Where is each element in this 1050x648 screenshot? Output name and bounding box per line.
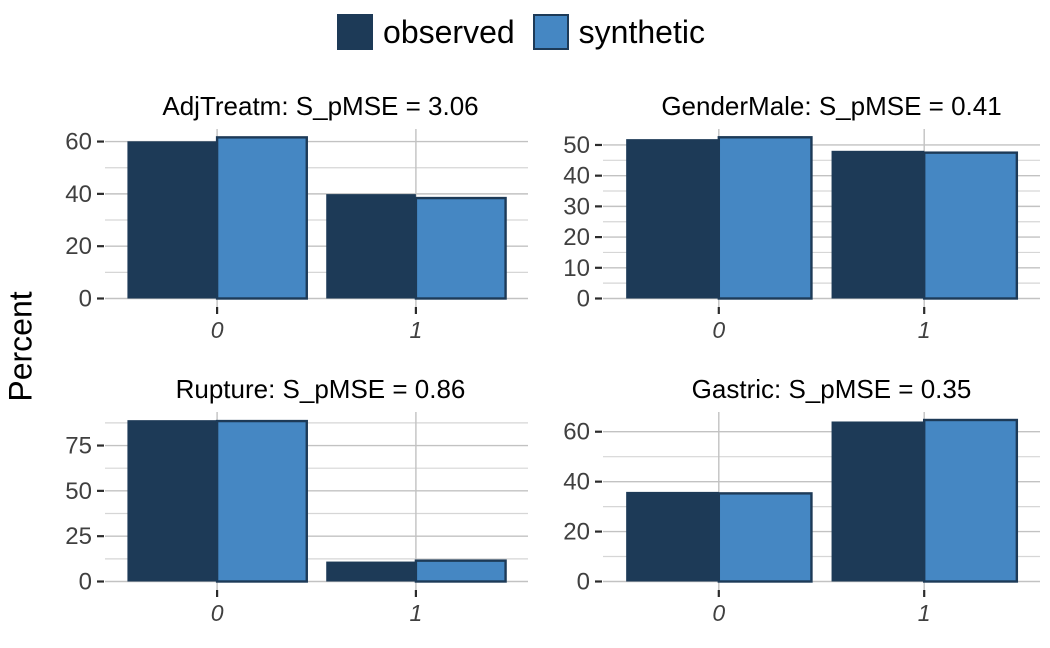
svg-text:75: 75 — [65, 433, 92, 460]
svg-text:1: 1 — [918, 317, 931, 343]
svg-text:40: 40 — [65, 181, 92, 208]
svg-text:1: 1 — [410, 600, 423, 626]
panel-grid: AdjTreatm: S_pMSE = 3.06 0 1 0 20 40 60 Gende… — [42, 52, 1050, 640]
panel-adjtreatm: AdjTreatm: S_pMSE = 3.06 0 1 0 20 40 60 — [42, 90, 532, 357]
y-axis-title: Percent — [0, 52, 42, 640]
panel-rupture: Rupture: S_pMSE = 0.86 0 1 0 25 50 75 — [42, 373, 532, 640]
svg-text:40: 40 — [563, 163, 590, 190]
svg-text:0: 0 — [79, 286, 92, 313]
panel-gendermale: GenderMale: S_pMSE = 0.41 0 1 0 10 20 30 40 50 — [532, 90, 1050, 357]
panel-title-gastric: Gastric: S_pMSE = 0.35 — [691, 374, 972, 404]
legend-label-synthetic: synthetic — [578, 14, 705, 50]
legend: observed synthetic — [0, 0, 1050, 52]
svg-text:10: 10 — [563, 255, 590, 282]
legend-key-observed-swatch — [337, 14, 374, 50]
svg-text:20: 20 — [65, 233, 92, 260]
panel-title-gendermale: GenderMale: S_pMSE = 0.41 — [661, 91, 1002, 121]
svg-text:0: 0 — [211, 317, 224, 343]
y-axis-title-text: Percent — [2, 290, 39, 402]
svg-text:0: 0 — [577, 569, 590, 596]
svg-text:60: 60 — [563, 419, 590, 446]
svg-text:1: 1 — [410, 317, 423, 343]
svg-text:1: 1 — [918, 600, 931, 626]
svg-text:25: 25 — [65, 523, 92, 550]
svg-text:60: 60 — [65, 129, 92, 156]
svg-text:0: 0 — [712, 317, 725, 343]
legend-key-synthetic-swatch — [532, 14, 569, 50]
svg-text:40: 40 — [563, 469, 590, 496]
panel-title-rupture: Rupture: S_pMSE = 0.86 — [175, 374, 466, 404]
svg-text:0: 0 — [712, 600, 725, 626]
svg-text:0: 0 — [577, 286, 590, 313]
svg-text:50: 50 — [563, 132, 590, 159]
panel-gastric: Gastric: S_pMSE = 0.35 0 1 0 20 40 60 — [532, 373, 1050, 640]
panel-title-adjtreatm: AdjTreatm: S_pMSE = 3.06 — [162, 91, 479, 121]
svg-text:30: 30 — [563, 193, 590, 220]
svg-text:50: 50 — [65, 478, 92, 505]
svg-text:20: 20 — [563, 224, 590, 251]
svg-text:0: 0 — [79, 569, 92, 596]
panel-chart-rupture: 0 1 0 25 50 75 — [65, 412, 528, 626]
legend-label-observed: observed — [383, 14, 515, 50]
svg-text:20: 20 — [563, 519, 590, 546]
plot-body: Percent AdjTreatm: S_pMSE = 3.06 0 1 0 20 40… — [0, 52, 1050, 640]
svg-text:0: 0 — [211, 600, 224, 626]
